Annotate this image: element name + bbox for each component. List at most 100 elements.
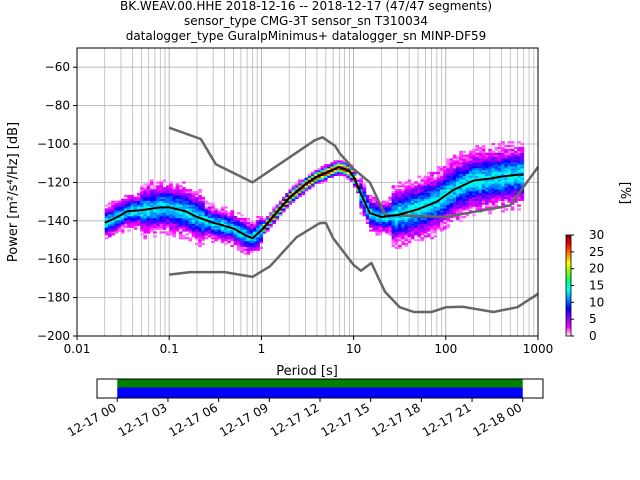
heatmap-cell: [149, 187, 154, 190]
heatmap-cell: [398, 198, 402, 201]
heatmap-cell: [420, 198, 425, 201]
heatmap-cell: [169, 198, 173, 201]
heatmap-cell: [391, 219, 396, 223]
heatmap-cell: [143, 210, 148, 213]
heatmap-cell: [391, 198, 396, 201]
heatmap-cell: [162, 191, 167, 194]
heatmap-cell: [230, 235, 235, 238]
heatmap-cell: [414, 189, 418, 192]
heatmap-cell: [169, 183, 173, 186]
heatmap-cell: [191, 206, 196, 209]
heatmap-cell: [172, 221, 177, 224]
heatmap-cell: [414, 221, 418, 224]
heatmap-cell: [468, 183, 473, 186]
heatmap-cell: [407, 240, 412, 244]
colorbar-segment: [566, 253, 571, 256]
heatmap-cell: [452, 169, 457, 173]
heatmap-cell: [394, 233, 399, 236]
heatmap-cell: [430, 204, 434, 207]
heatmap-cell: [475, 154, 479, 157]
heatmap-cell: [117, 219, 122, 223]
heatmap-cell: [462, 154, 467, 157]
heatmap-cell: [165, 202, 170, 205]
heatmap-cell: [175, 196, 180, 200]
heatmap-cell: [246, 231, 251, 234]
heatmap-cell: [356, 181, 360, 184]
heatmap-cell: [494, 169, 499, 173]
heatmap-cell: [359, 181, 363, 184]
heatmap-cell: [520, 162, 525, 165]
heatmap-cell: [491, 168, 496, 171]
heatmap-cell: [481, 191, 486, 194]
heatmap-cell: [153, 225, 157, 228]
heatmap-cell: [198, 208, 202, 211]
heatmap-cell: [214, 214, 218, 217]
heatmap-cell: [491, 158, 496, 161]
heatmap-cell: [372, 202, 376, 205]
heatmap-cell: [214, 212, 218, 215]
heatmap-cell: [214, 219, 218, 223]
heatmap-cell: [256, 237, 260, 240]
heatmap-cell: [401, 185, 405, 188]
heatmap-cell: [459, 183, 463, 186]
heatmap-cell: [194, 214, 199, 217]
heatmap-cell: [478, 175, 483, 178]
heatmap-cell: [265, 217, 270, 221]
heatmap-cell: [156, 200, 160, 203]
heatmap-cell: [194, 217, 199, 221]
heatmap-cell: [214, 235, 218, 238]
heatmap-cell: [220, 219, 225, 223]
heatmap-cell: [227, 235, 231, 238]
heatmap-cell: [362, 214, 367, 217]
heatmap-cell: [401, 200, 405, 203]
heatmap-cell: [510, 171, 515, 175]
heatmap-cell: [481, 169, 486, 173]
heatmap-cell: [443, 175, 447, 178]
heatmap-cell: [449, 198, 454, 201]
heatmap-cell: [204, 231, 209, 234]
heatmap-cell: [104, 233, 109, 236]
heatmap-cell: [501, 143, 505, 146]
heatmap-cell: [404, 210, 409, 213]
heatmap-cell: [510, 154, 515, 157]
heatmap-cell: [410, 223, 415, 226]
heatmap-cell: [443, 166, 447, 169]
heatmap-cell: [430, 225, 434, 228]
heatmap-cell: [414, 187, 418, 190]
heatmap-cell: [475, 189, 479, 192]
heatmap-cell: [114, 221, 119, 224]
heatmap-cell: [336, 162, 341, 165]
heatmap-cell: [369, 216, 373, 219]
heatmap-cell: [465, 158, 470, 161]
heatmap-cell: [185, 194, 189, 198]
heatmap-cell: [462, 198, 467, 201]
heatmap-cell: [162, 210, 167, 213]
heatmap-cell: [439, 189, 444, 192]
heatmap-cell: [459, 198, 463, 201]
heatmap-cell: [178, 191, 183, 194]
heatmap-cell: [246, 227, 251, 230]
heatmap-cell: [207, 216, 212, 219]
heatmap-cell: [472, 187, 476, 190]
heatmap-cell: [481, 154, 486, 157]
heatmap-cell: [172, 191, 177, 194]
heatmap-cell: [111, 233, 115, 236]
heatmap-cell: [240, 240, 244, 244]
heatmap-cell: [194, 242, 199, 246]
heatmap-cell: [491, 160, 496, 163]
heatmap-cell: [217, 217, 222, 221]
heatmap-cell: [194, 200, 199, 203]
heatmap-cell: [375, 208, 380, 211]
heatmap-cell: [314, 171, 318, 175]
heatmap-cell: [346, 168, 351, 171]
y-tick-label: −160: [37, 252, 70, 266]
heatmap-cell: [191, 231, 196, 234]
heatmap-cell: [443, 187, 447, 190]
heatmap-cell: [504, 208, 509, 211]
heatmap-cell: [111, 216, 115, 219]
heatmap-cell: [459, 208, 463, 211]
heatmap-cell: [149, 206, 154, 209]
heatmap-cell: [104, 212, 109, 215]
heatmap-cell: [394, 223, 399, 226]
heatmap-cell: [272, 212, 276, 215]
